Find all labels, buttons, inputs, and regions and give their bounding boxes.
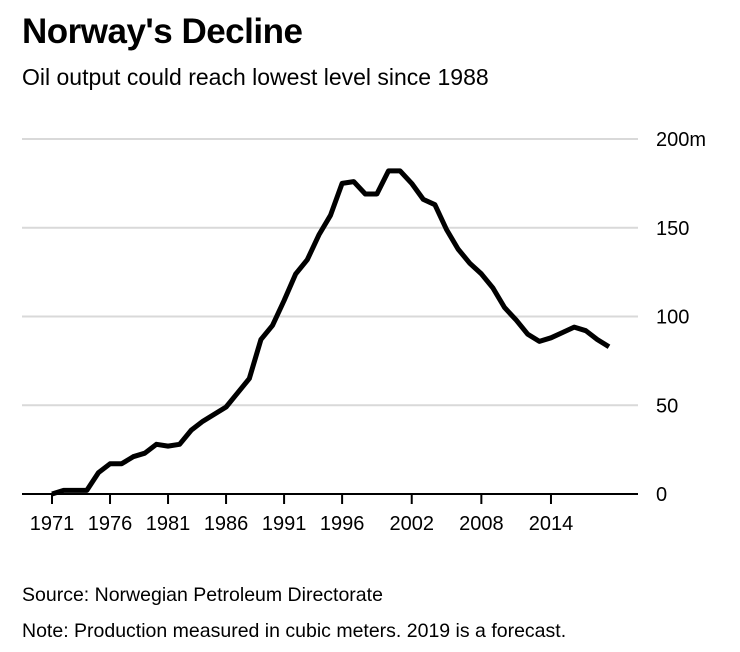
x-tick-label: 1976	[88, 513, 133, 535]
x-tick-label: 1981	[146, 513, 191, 535]
chart-title: Norway's Decline	[22, 12, 303, 51]
chart-subtitle: Oil output could reach lowest level sinc…	[22, 64, 489, 90]
y-tick-label: 100	[656, 307, 689, 329]
y-axis-tick-labels: 0 50 100 150 200m	[656, 129, 706, 506]
gridlines	[22, 138, 638, 407]
x-tick-label: 2008	[459, 513, 504, 535]
y-tick-label: 0	[656, 484, 667, 506]
line-chart: 0 50 100 150 200m 1971 1976 1981 1986 1991 1996 20…	[22, 129, 706, 535]
x-tick-label: 1991	[262, 513, 307, 535]
footnote: Note: Production measured in cubic meter…	[22, 620, 567, 642]
y-tick-label: 150	[656, 218, 689, 240]
x-tick-label: 1986	[204, 513, 249, 535]
x-tick-label: 2014	[529, 513, 574, 535]
source-note: Source: Norwegian Petroleum Directorate	[22, 584, 383, 606]
y-tick-label: 50	[656, 395, 678, 417]
series-line	[51, 168, 611, 497]
x-tick-label: 2002	[389, 513, 434, 535]
y-tick-label: 200m	[656, 129, 706, 151]
x-axis: 1971 1976 1981 1986 1991 1996 2002 2008 2014	[22, 493, 638, 535]
x-tick-label: 1971	[30, 513, 75, 535]
x-tick-label: 1996	[320, 513, 365, 535]
series-line-layer	[51, 168, 611, 497]
